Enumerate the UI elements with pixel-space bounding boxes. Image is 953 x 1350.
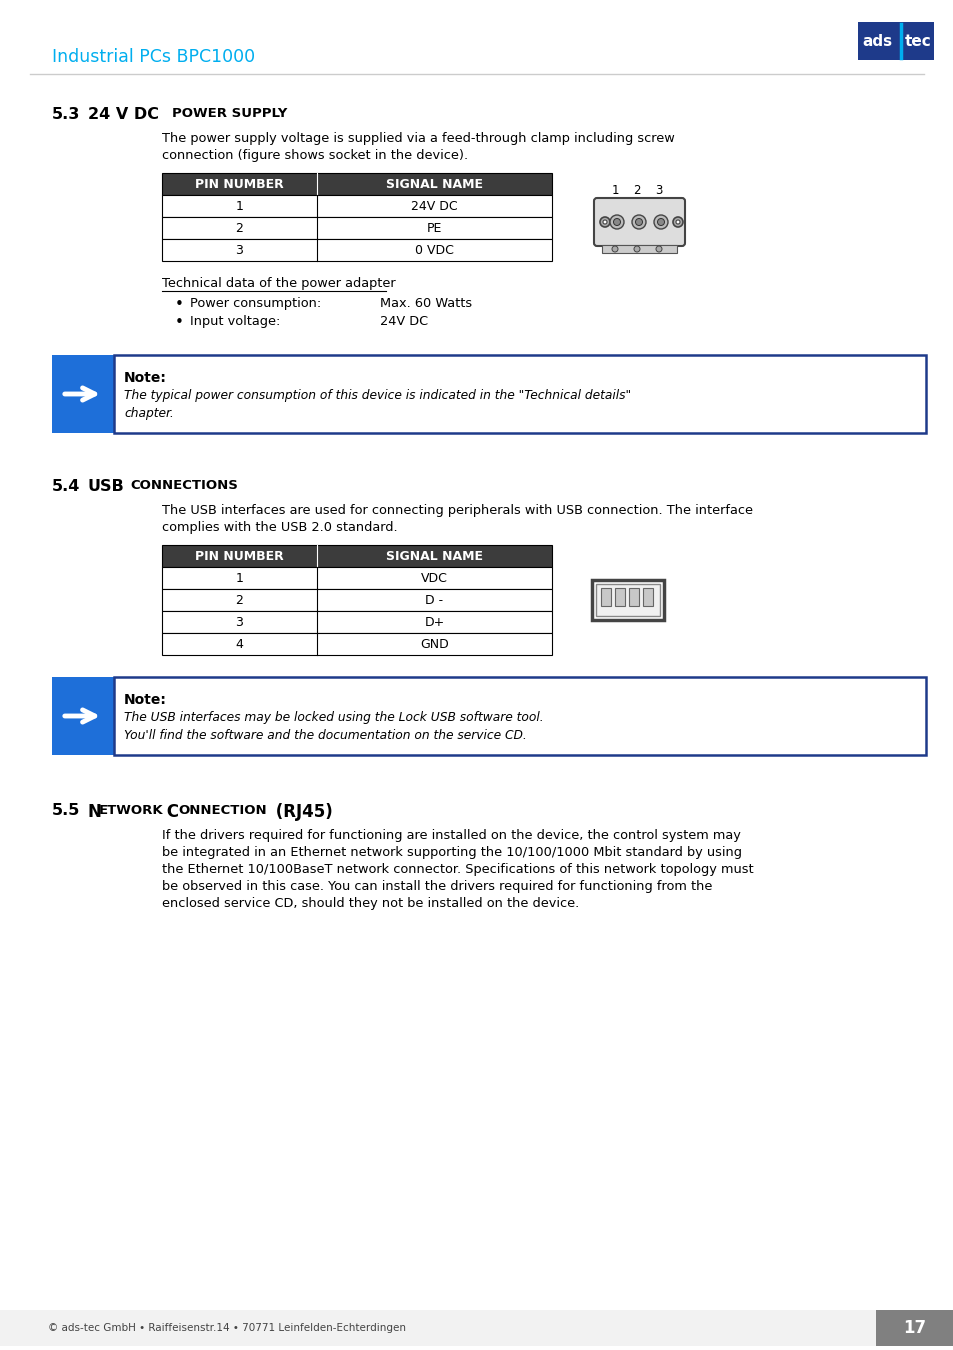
Text: Power consumption:: Power consumption: xyxy=(190,297,321,310)
Text: PE: PE xyxy=(426,221,442,235)
Text: VDC: VDC xyxy=(420,571,448,585)
FancyBboxPatch shape xyxy=(113,676,925,755)
FancyBboxPatch shape xyxy=(52,676,113,755)
Text: •: • xyxy=(174,315,184,329)
Text: tec: tec xyxy=(904,34,931,49)
Circle shape xyxy=(635,219,641,225)
Text: be integrated in an Ethernet network supporting the 10/100/1000 Mbit standard by: be integrated in an Ethernet network sup… xyxy=(162,846,741,859)
Text: SIGNAL NAME: SIGNAL NAME xyxy=(386,177,482,190)
Text: The typical power consumption of this device is indicated in the "Technical deta: The typical power consumption of this de… xyxy=(124,389,631,402)
Text: connection (figure shows socket in the device).: connection (figure shows socket in the d… xyxy=(162,148,468,162)
Text: 1: 1 xyxy=(611,185,618,197)
Text: 2: 2 xyxy=(235,221,243,235)
Text: 2: 2 xyxy=(633,185,640,197)
FancyBboxPatch shape xyxy=(642,589,652,606)
FancyBboxPatch shape xyxy=(615,589,624,606)
FancyBboxPatch shape xyxy=(162,567,552,589)
Text: Technical data of the power adapter: Technical data of the power adapter xyxy=(162,277,395,290)
Text: PIN NUMBER: PIN NUMBER xyxy=(195,549,284,563)
Text: complies with the USB 2.0 standard.: complies with the USB 2.0 standard. xyxy=(162,521,397,535)
Circle shape xyxy=(599,217,609,227)
Text: chapter.: chapter. xyxy=(124,406,173,420)
FancyBboxPatch shape xyxy=(162,545,552,567)
Text: © ads-tec GmbH • Raiffeisenstr.14 • 70771 Leinfelden-Echterdingen: © ads-tec GmbH • Raiffeisenstr.14 • 7077… xyxy=(48,1323,406,1332)
Text: 1: 1 xyxy=(235,200,243,212)
Text: 0 VDC: 0 VDC xyxy=(415,243,454,256)
Circle shape xyxy=(672,217,682,227)
FancyBboxPatch shape xyxy=(162,173,552,194)
Text: 5.5: 5.5 xyxy=(52,803,80,818)
FancyBboxPatch shape xyxy=(162,217,552,239)
Text: 3: 3 xyxy=(235,243,243,256)
Circle shape xyxy=(634,246,639,252)
Text: CONNECTIONS: CONNECTIONS xyxy=(130,479,237,491)
Text: The power supply voltage is supplied via a feed-through clamp including screw: The power supply voltage is supplied via… xyxy=(162,132,674,144)
Text: You'll find the software and the documentation on the service CD.: You'll find the software and the documen… xyxy=(124,729,526,742)
Circle shape xyxy=(612,246,618,252)
Text: ads: ads xyxy=(862,34,891,49)
FancyBboxPatch shape xyxy=(628,589,639,606)
Circle shape xyxy=(676,220,679,224)
Text: Input voltage:: Input voltage: xyxy=(190,315,280,328)
Text: 5.4: 5.4 xyxy=(52,479,80,494)
FancyBboxPatch shape xyxy=(600,589,610,606)
Text: POWER SUPPLY: POWER SUPPLY xyxy=(172,107,287,120)
Circle shape xyxy=(602,220,606,224)
FancyBboxPatch shape xyxy=(162,194,552,217)
Text: 4: 4 xyxy=(235,637,243,651)
Circle shape xyxy=(613,219,619,225)
Text: C: C xyxy=(161,803,179,821)
Text: (RJ45): (RJ45) xyxy=(270,803,333,821)
Circle shape xyxy=(656,246,661,252)
FancyBboxPatch shape xyxy=(594,198,684,246)
FancyBboxPatch shape xyxy=(52,355,113,433)
Text: USB: USB xyxy=(88,479,125,494)
FancyBboxPatch shape xyxy=(875,1310,953,1346)
Text: D+: D+ xyxy=(424,616,444,629)
Text: If the drivers required for functioning are installed on the device, the control: If the drivers required for functioning … xyxy=(162,829,740,842)
FancyBboxPatch shape xyxy=(113,355,925,433)
FancyBboxPatch shape xyxy=(162,633,552,655)
FancyBboxPatch shape xyxy=(857,22,933,59)
FancyBboxPatch shape xyxy=(162,589,552,612)
FancyBboxPatch shape xyxy=(601,244,677,252)
Text: 5.3: 5.3 xyxy=(52,107,80,122)
Text: Note:: Note: xyxy=(124,693,167,707)
Text: PIN NUMBER: PIN NUMBER xyxy=(195,177,284,190)
Text: ONNECTION: ONNECTION xyxy=(178,805,266,817)
FancyBboxPatch shape xyxy=(162,239,552,261)
Text: 24 V DC: 24 V DC xyxy=(88,107,159,122)
FancyBboxPatch shape xyxy=(592,580,663,620)
Text: GND: GND xyxy=(419,637,449,651)
Text: Max. 60 Watts: Max. 60 Watts xyxy=(379,297,472,310)
Text: The USB interfaces are used for connecting peripherals with USB connection. The : The USB interfaces are used for connecti… xyxy=(162,504,752,517)
Text: 2: 2 xyxy=(235,594,243,606)
Text: Industrial PCs BPC1000: Industrial PCs BPC1000 xyxy=(52,49,254,66)
Text: 1: 1 xyxy=(235,571,243,585)
Text: The USB interfaces may be locked using the Lock USB software tool.: The USB interfaces may be locked using t… xyxy=(124,711,543,724)
Text: 24V DC: 24V DC xyxy=(411,200,457,212)
Text: 17: 17 xyxy=(902,1319,925,1336)
FancyBboxPatch shape xyxy=(596,585,659,616)
Text: ETWORK: ETWORK xyxy=(99,805,164,817)
Text: the Ethernet 10/100BaseT network connector. Specifications of this network topol: the Ethernet 10/100BaseT network connect… xyxy=(162,863,753,876)
Text: N: N xyxy=(88,803,102,821)
Circle shape xyxy=(631,215,645,230)
FancyBboxPatch shape xyxy=(0,1310,953,1346)
Text: Note:: Note: xyxy=(124,371,167,385)
Circle shape xyxy=(657,219,664,225)
Text: SIGNAL NAME: SIGNAL NAME xyxy=(386,549,482,563)
Text: 24V DC: 24V DC xyxy=(379,315,428,328)
Text: enclosed service CD, should they not be installed on the device.: enclosed service CD, should they not be … xyxy=(162,896,578,910)
Text: •: • xyxy=(174,297,184,312)
Text: D -: D - xyxy=(425,594,443,606)
Circle shape xyxy=(654,215,667,230)
FancyBboxPatch shape xyxy=(162,612,552,633)
Circle shape xyxy=(609,215,623,230)
Text: be observed in this case. You can install the drivers required for functioning f: be observed in this case. You can instal… xyxy=(162,880,712,892)
Text: 3: 3 xyxy=(655,185,662,197)
Text: 3: 3 xyxy=(235,616,243,629)
